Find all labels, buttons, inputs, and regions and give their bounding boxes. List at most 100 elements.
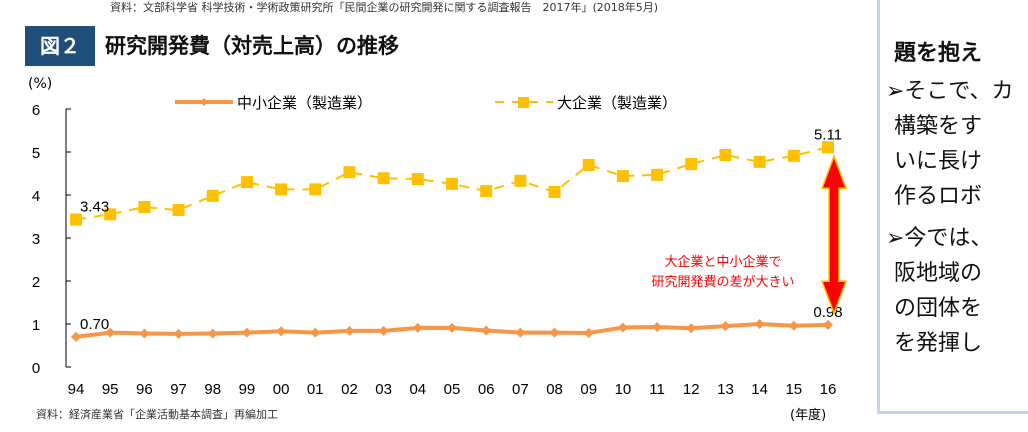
line-chart: 0 12 3 4 5 6 94 95 96 97 98 99 00 01 02 03 04 05 06 07 08 09 1… xyxy=(32,94,848,398)
x-tick-label: 14 xyxy=(751,381,768,398)
double-arrow-icon xyxy=(820,154,848,316)
x-tick-label: 98 xyxy=(204,381,221,398)
data-point xyxy=(788,320,799,331)
x-tick-label: 07 xyxy=(512,381,529,398)
data-label: 3.43 xyxy=(80,199,109,216)
x-tick-label: 09 xyxy=(580,381,597,398)
panel-line: ➢そこで、カ xyxy=(886,79,1014,104)
data-point xyxy=(822,141,834,154)
data-point xyxy=(583,328,594,339)
legend-marker xyxy=(518,97,529,108)
data-point xyxy=(685,158,698,171)
x-tick-label: 97 xyxy=(170,381,187,398)
y-axis-unit: (%) xyxy=(28,76,53,92)
data-point xyxy=(411,173,424,186)
data-point xyxy=(823,319,833,330)
data-point xyxy=(206,189,219,202)
x-tick-label: 05 xyxy=(444,381,461,398)
x-tick-label: 06 xyxy=(478,381,495,398)
data-point xyxy=(754,319,765,329)
data-point xyxy=(275,183,288,196)
data-point xyxy=(616,170,629,183)
data-point xyxy=(787,149,800,162)
data-point xyxy=(310,327,321,338)
data-point xyxy=(377,172,390,185)
data-point xyxy=(651,168,664,181)
data-point xyxy=(240,176,253,189)
annotation-line1: 大企業と中小企業で xyxy=(664,254,781,270)
panel-line: の団体を xyxy=(894,296,983,321)
x-tick-label: 94 xyxy=(68,381,85,398)
data-point xyxy=(71,331,81,342)
x-tick-label: 08 xyxy=(546,381,563,398)
x-tick-label: 11 xyxy=(649,381,665,398)
data-point xyxy=(309,183,322,196)
y-tick-label: 6 xyxy=(32,102,40,119)
data-point xyxy=(549,327,560,338)
x-tick-label: 13 xyxy=(717,381,734,398)
source-note-bottom: 資料：経済産業省「企業活動基本調査」再編加工 xyxy=(36,408,278,421)
source-note-top: 資料：文部科学省 科学技術・学術政策研究所「民間企業の研究開発に関する調査報告 … xyxy=(110,1,659,14)
data-point xyxy=(276,326,287,337)
data-point xyxy=(173,328,184,339)
x-tick-label: 03 xyxy=(375,381,392,398)
panel-line: 構築をす xyxy=(894,114,983,139)
panel-line: 題を抱え xyxy=(894,41,983,66)
y-tick-label: 0 xyxy=(32,360,40,377)
panel-line: いに長け xyxy=(894,149,983,174)
data-point xyxy=(139,328,150,339)
x-tick-label: 99 xyxy=(239,381,256,398)
data-point xyxy=(138,201,151,214)
data-point xyxy=(105,327,116,338)
legend-label: 中小企業（製造業） xyxy=(237,94,372,112)
x-tick-label: 00 xyxy=(273,381,290,398)
data-point xyxy=(548,185,561,198)
x-tick-label: 12 xyxy=(683,381,700,398)
data-point xyxy=(412,322,423,333)
data-point xyxy=(344,325,355,336)
data-point xyxy=(207,328,218,339)
data-point xyxy=(652,322,663,333)
data-point xyxy=(719,149,732,162)
series-line xyxy=(75,146,829,221)
legend-label: 大企業（製造業） xyxy=(557,94,677,112)
data-point xyxy=(720,321,731,332)
data-label: 0.70 xyxy=(80,316,109,333)
annotation-line2: 研究開発費の差が大きい xyxy=(651,275,794,290)
data-point xyxy=(447,322,457,333)
x-tick-label: 96 xyxy=(136,381,153,398)
x-axis-unit: (年度) xyxy=(790,408,827,423)
legend-marker xyxy=(200,98,208,106)
chart-title: 研究開発費（対売上高）の推移 xyxy=(105,34,399,58)
data-point xyxy=(686,323,697,334)
data-point xyxy=(753,155,766,168)
data-point xyxy=(480,185,493,198)
panel-line: を発揮し xyxy=(894,331,983,356)
x-tick-label: 01 xyxy=(307,381,324,398)
data-point xyxy=(343,166,356,179)
y-tick-label: 4 xyxy=(32,188,40,205)
panel-line: 阪地域の xyxy=(894,261,983,286)
y-tick-label: 3 xyxy=(32,231,40,248)
x-tick-label: 95 xyxy=(102,381,119,398)
data-point xyxy=(70,213,82,226)
y-tick-label: 5 xyxy=(32,145,40,162)
data-point xyxy=(515,327,526,338)
y-tick-label: 1 xyxy=(32,317,40,334)
data-point xyxy=(446,177,458,190)
x-tick-label: 15 xyxy=(785,381,802,398)
figure-badge: 図２ xyxy=(25,26,95,66)
x-tick-label: 02 xyxy=(341,381,358,398)
data-point xyxy=(104,208,117,221)
panel-line: ➢今では、 xyxy=(886,226,993,251)
data-label: 0.98 xyxy=(813,304,842,321)
side-text-panel: 題を抱え ➢そこで、カ 構築をす いに長け 作るロボ ➢今では、 阪地域の の団… xyxy=(877,0,1028,414)
panel-line: 作るロボ xyxy=(894,184,983,209)
x-tick-label: 16 xyxy=(820,381,837,398)
x-tick-label: 04 xyxy=(409,381,426,398)
data-point xyxy=(481,325,492,336)
data-point xyxy=(582,158,595,171)
data-label: 5.11 xyxy=(814,126,842,143)
data-point xyxy=(378,325,389,336)
x-tick-label: 10 xyxy=(615,381,632,398)
